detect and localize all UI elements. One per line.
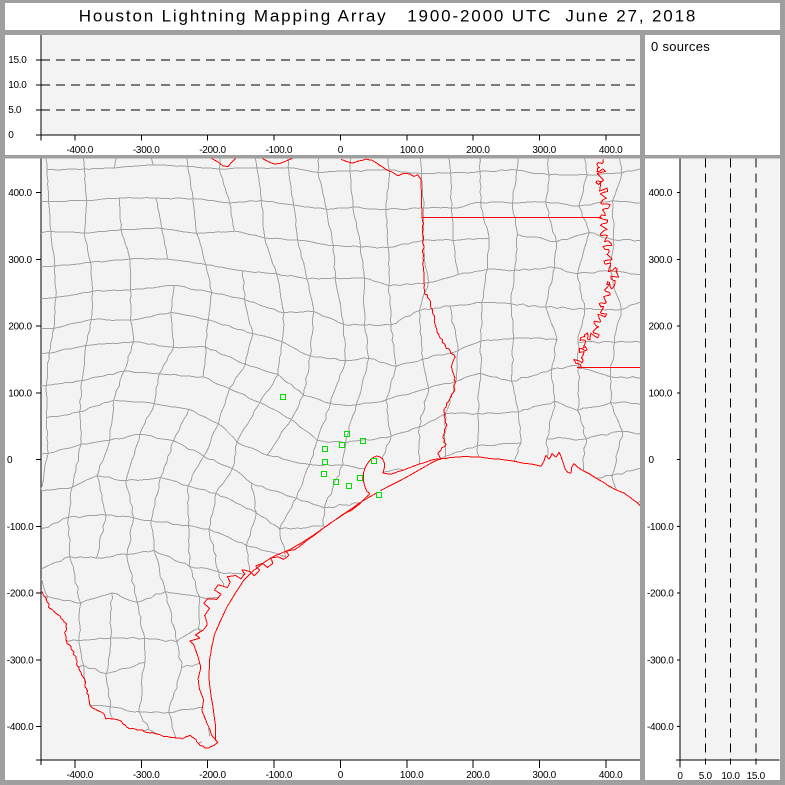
svg-text:15.0: 15.0 (8, 55, 27, 66)
svg-text:100.0: 100.0 (649, 388, 673, 399)
svg-text:Houston Lightning Mapping Arra: Houston Lightning Mapping Array 1900-200… (79, 6, 697, 25)
svg-text:-400.0: -400.0 (67, 145, 94, 156)
svg-text:200.0: 200.0 (466, 770, 490, 781)
svg-text:0: 0 (7, 455, 13, 466)
svg-text:-200.0: -200.0 (7, 589, 34, 600)
svg-text:-200.0: -200.0 (199, 145, 226, 156)
svg-text:-100.0: -100.0 (7, 522, 34, 533)
svg-text:-100.0: -100.0 (266, 145, 293, 156)
svg-text:100.0: 100.0 (8, 388, 32, 399)
svg-text:300.0: 300.0 (8, 255, 32, 266)
svg-text:300.0: 300.0 (649, 255, 673, 266)
svg-text:-300.0: -300.0 (133, 145, 160, 156)
svg-text:5.0: 5.0 (699, 771, 713, 782)
svg-text:-100.0: -100.0 (647, 522, 674, 533)
svg-text:10.0: 10.0 (721, 771, 740, 782)
svg-text:-200.0: -200.0 (199, 770, 226, 781)
svg-text:-400.0: -400.0 (647, 722, 674, 733)
svg-text:-300.0: -300.0 (7, 655, 34, 666)
svg-text:-300.0: -300.0 (133, 770, 160, 781)
svg-text:400.0: 400.0 (649, 188, 673, 199)
svg-text:400.0: 400.0 (599, 770, 623, 781)
svg-text:0: 0 (338, 145, 344, 156)
svg-text:400.0: 400.0 (599, 145, 623, 156)
svg-text:200.0: 200.0 (8, 322, 32, 333)
svg-text:0: 0 (8, 130, 14, 141)
svg-text:300.0: 300.0 (532, 770, 556, 781)
svg-text:0 sources: 0 sources (651, 39, 710, 54)
svg-text:10.0: 10.0 (8, 80, 27, 91)
svg-text:200.0: 200.0 (466, 145, 490, 156)
svg-text:100.0: 100.0 (400, 145, 424, 156)
svg-text:400.0: 400.0 (8, 188, 32, 199)
svg-text:-200.0: -200.0 (647, 589, 674, 600)
svg-text:5.0: 5.0 (8, 105, 22, 116)
svg-text:0: 0 (677, 771, 683, 782)
svg-text:-400.0: -400.0 (7, 722, 34, 733)
svg-text:300.0: 300.0 (532, 145, 556, 156)
svg-text:-300.0: -300.0 (647, 655, 674, 666)
svg-text:100.0: 100.0 (400, 770, 424, 781)
svg-text:200.0: 200.0 (649, 322, 673, 333)
svg-text:-100.0: -100.0 (266, 770, 293, 781)
svg-text:0: 0 (338, 770, 344, 781)
svg-text:15.0: 15.0 (747, 771, 766, 782)
svg-text:-400.0: -400.0 (67, 770, 94, 781)
svg-text:0: 0 (649, 455, 655, 466)
